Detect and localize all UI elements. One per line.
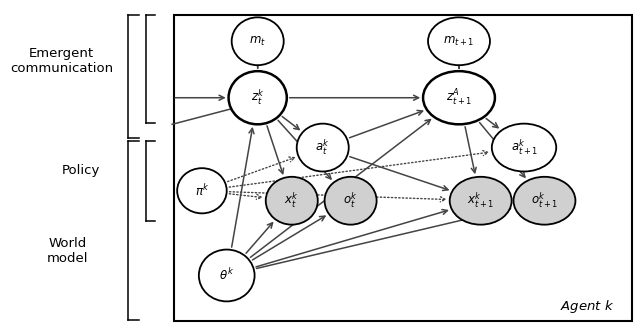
Ellipse shape xyxy=(297,124,349,172)
Ellipse shape xyxy=(513,177,575,225)
Text: $m_t$: $m_t$ xyxy=(249,35,266,48)
Ellipse shape xyxy=(228,71,287,124)
Text: Emergent
communication: Emergent communication xyxy=(10,47,113,75)
Text: $x_{t+1}^k$: $x_{t+1}^k$ xyxy=(467,191,494,210)
Ellipse shape xyxy=(199,250,255,302)
Text: $o_t^k$: $o_t^k$ xyxy=(343,191,358,210)
Text: $a_{t+1}^k$: $a_{t+1}^k$ xyxy=(511,138,538,157)
Text: $\pi^k$: $\pi^k$ xyxy=(195,183,209,199)
Text: Policy: Policy xyxy=(62,164,100,177)
Ellipse shape xyxy=(266,177,318,225)
Ellipse shape xyxy=(492,124,556,172)
Ellipse shape xyxy=(428,17,490,65)
Text: $z_{t+1}^A$: $z_{t+1}^A$ xyxy=(446,88,472,108)
Text: $\theta^k$: $\theta^k$ xyxy=(219,268,234,283)
Ellipse shape xyxy=(177,168,227,213)
Ellipse shape xyxy=(450,177,511,225)
Text: World
model: World model xyxy=(47,237,88,265)
Ellipse shape xyxy=(324,177,376,225)
Text: $a_t^k$: $a_t^k$ xyxy=(316,138,330,157)
Text: $z_t^k$: $z_t^k$ xyxy=(251,88,264,108)
Text: $m_{t+1}$: $m_{t+1}$ xyxy=(444,35,475,48)
Text: $x_t^k$: $x_t^k$ xyxy=(284,191,299,210)
Ellipse shape xyxy=(232,17,284,65)
Text: $o_{t+1}^k$: $o_{t+1}^k$ xyxy=(531,191,558,210)
Ellipse shape xyxy=(423,71,495,124)
Text: Agent $k$: Agent $k$ xyxy=(559,298,614,315)
